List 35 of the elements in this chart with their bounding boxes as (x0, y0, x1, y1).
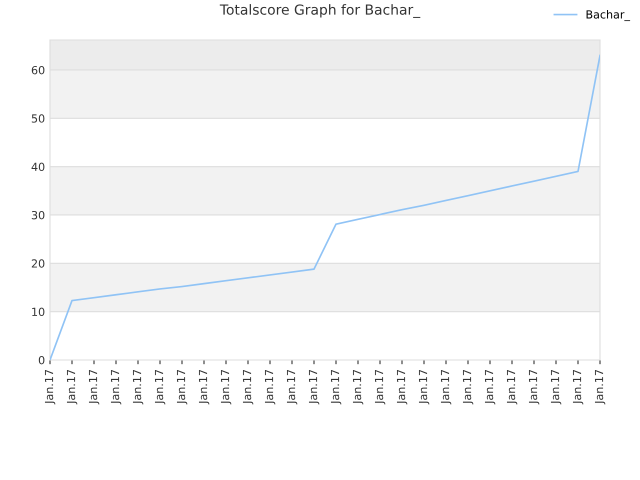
x-tick-label: Jan.17 (374, 370, 386, 404)
y-tick-label: 0 (38, 356, 44, 364)
y-tick-label: 60 (32, 66, 44, 74)
x-tick-label: Jan.17 (462, 370, 474, 404)
x-tick-label: Jan.17 (132, 370, 144, 404)
x-tick-label: Jan.17 (66, 370, 78, 404)
y-tick-label: 10 (32, 308, 44, 316)
x-tick-label: Jan.17 (264, 370, 276, 404)
x-tick-label: Jan.17 (44, 370, 56, 404)
x-tick-label: Jan.17 (88, 370, 100, 404)
x-tick-label: Jan.17 (220, 370, 232, 404)
x-tick-label: Jan.17 (528, 370, 540, 404)
x-tick-label: Jan.17 (176, 370, 188, 404)
x-tick-label: Jan.17 (330, 370, 342, 404)
x-tick-label: Jan.17 (198, 370, 210, 404)
x-tick-label: Jan.17 (484, 370, 496, 404)
x-tick-label: Jan.17 (572, 370, 584, 404)
x-tick-label: Jan.17 (154, 370, 166, 404)
y-tick-label: 40 (32, 162, 44, 172)
x-tick-label: Jan.17 (440, 370, 452, 404)
x-tick-label: Jan.17 (594, 370, 606, 404)
x-tick-label: Jan.17 (242, 370, 254, 404)
x-tick-label: Jan.17 (286, 370, 298, 404)
x-tick-label: Jan.17 (110, 370, 122, 404)
y-tick-label: 50 (32, 114, 44, 123)
y-tick-label: 30 (32, 210, 44, 220)
x-tick-label: Jan.17 (418, 370, 430, 404)
x-tick-label: Jan.17 (352, 370, 364, 404)
chart-title: Totalscore Graph for Bachar_ (220, 4, 420, 18)
legend-label: Bachar_ (586, 10, 630, 22)
x-tick-label: Jan.17 (396, 370, 408, 404)
y-tick-label: 20 (32, 259, 44, 268)
x-tick-label: Jan.17 (506, 370, 518, 404)
x-tick-label: Jan.17 (550, 370, 562, 404)
x-tick-label: Jan.17 (308, 370, 320, 404)
